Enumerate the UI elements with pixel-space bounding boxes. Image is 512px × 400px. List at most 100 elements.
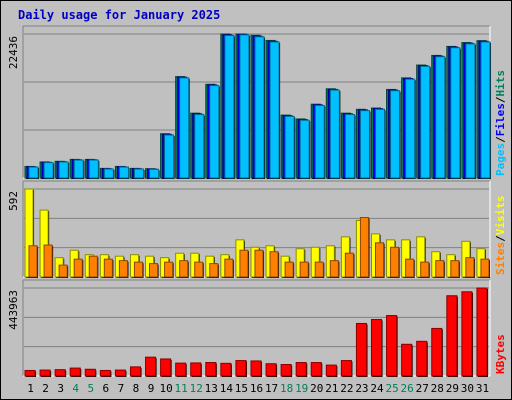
legend-visits-sites: Sites/Visits (494, 196, 507, 276)
x-tick-label: 26 (401, 382, 414, 395)
bar-kbytes-day-29 (446, 295, 458, 377)
bar-kbytes-day-27 (416, 340, 428, 377)
bar-kbytes-day-12 (190, 362, 202, 377)
bar-pages-day-4 (73, 159, 84, 179)
bar-kbytes-day-5 (84, 368, 96, 377)
bar-sites-day-13 (209, 263, 219, 278)
legend-item-pages: Pages (494, 143, 507, 176)
bar-pages-day-7 (118, 166, 129, 179)
bar-pages-day-21 (329, 89, 340, 179)
x-tick-label: 13 (205, 382, 218, 395)
bar-kbytes-day-26 (401, 343, 413, 377)
bar-sites-day-7 (118, 260, 128, 278)
bar-pages-day-18 (284, 115, 295, 179)
bar-pages-day-28 (435, 56, 446, 179)
bar-pages-day-20 (314, 104, 325, 179)
x-tick-label: 19 (295, 382, 308, 395)
bar-sites-day-14 (224, 258, 234, 278)
bar-sites-day-3 (58, 264, 68, 278)
legend-separator: / (494, 136, 507, 143)
bar-pages-day-10 (164, 134, 175, 179)
bar-sites-day-12 (194, 261, 204, 278)
bar-pages-day-22 (344, 113, 355, 179)
bar-kbytes-day-11 (175, 362, 187, 377)
x-tick-label: 15 (235, 382, 248, 395)
x-tick-label: 23 (355, 382, 368, 395)
bar-kbytes-day-18 (280, 364, 292, 377)
bar-kbytes-day-1 (24, 369, 36, 377)
x-tick-label: 8 (133, 382, 140, 395)
bar-kbytes-day-4 (69, 367, 81, 377)
bar-pages-day-13 (209, 85, 220, 179)
bar-sites-day-26 (405, 258, 415, 278)
bar-sites-day-29 (450, 260, 460, 278)
bar-pages-day-29 (450, 47, 461, 179)
bar-sites-day-27 (420, 261, 430, 278)
bar-pages-day-12 (194, 113, 205, 179)
ymax-label-hits-files-pages: 22436 (7, 36, 20, 69)
bar-kbytes-day-28 (431, 327, 443, 377)
bar-kbytes-day-24 (370, 319, 383, 377)
x-tick-label: 20 (310, 382, 323, 395)
legend-hits-files-pages: Pages/Files/Hits (494, 70, 507, 176)
bar-kbytes-day-15 (235, 360, 247, 377)
bar-kbytes-day-19 (295, 362, 307, 377)
x-tick-label: 11 (175, 382, 188, 395)
x-tick-label: 22 (340, 382, 353, 395)
legend-item-sites: Sites (494, 242, 507, 275)
bar-pages-day-24 (374, 108, 386, 179)
bar-sites-day-6 (103, 258, 113, 278)
bar-sites-day-4 (73, 258, 83, 278)
bar-kbytes-day-8 (129, 366, 142, 377)
bar-sites-day-21 (329, 260, 339, 278)
bar-sites-day-23 (359, 217, 369, 278)
bar-sites-day-16 (254, 249, 264, 278)
bar-kbytes-day-9 (145, 356, 157, 377)
bar-kbytes-day-2 (39, 369, 51, 377)
bar-pages-day-16 (254, 36, 265, 179)
bar-kbytes-day-10 (160, 358, 172, 377)
x-tick-label: 21 (325, 382, 338, 395)
bar-kbytes-day-31 (476, 287, 488, 377)
bar-pages-day-15 (239, 34, 250, 179)
bar-pages-day-5 (88, 159, 99, 179)
x-tick-label: 18 (280, 382, 293, 395)
legend-item-visits: Visits (494, 196, 507, 236)
bar-pages-day-17 (269, 41, 280, 179)
legend-separator: / (494, 96, 507, 103)
bar-pages-day-25 (390, 90, 401, 179)
bar-kbytes-day-14 (220, 362, 232, 377)
bar-pages-day-26 (405, 78, 416, 179)
bar-sites-day-10 (164, 261, 174, 278)
x-tick-label: 14 (220, 382, 234, 395)
chart-title: Daily usage for January 2025 (18, 8, 221, 22)
x-tick-label: 29 (446, 382, 459, 395)
bar-sites-day-8 (133, 261, 144, 278)
bar-sites-day-5 (88, 255, 98, 278)
x-tick-label: 16 (250, 382, 263, 395)
x-tick-label: 27 (416, 382, 429, 395)
bar-pages-day-11 (179, 77, 190, 179)
bar-kbytes-day-25 (386, 315, 398, 377)
bar-sites-day-15 (239, 249, 249, 278)
bar-pages-day-19 (299, 119, 310, 179)
bar-sites-day-22 (344, 252, 354, 278)
bar-sites-day-9 (149, 263, 159, 278)
legend-item-kbytes: KBytes (494, 334, 507, 374)
x-tick-label: 12 (190, 382, 203, 395)
bar-kbytes-day-3 (54, 369, 66, 377)
legend-kbytes: KBytes (494, 334, 507, 374)
bar-sites-day-19 (299, 261, 309, 278)
bar-sites-day-25 (390, 246, 400, 278)
bar-pages-day-23 (359, 110, 370, 179)
bar-pages-day-30 (465, 43, 476, 179)
bar-kbytes-day-23 (355, 322, 367, 377)
bar-kbytes-day-7 (114, 369, 126, 377)
x-tick-label: 5 (87, 382, 94, 395)
x-tick-label: 1 (27, 382, 34, 395)
bar-pages-day-6 (103, 168, 114, 179)
bar-kbytes-day-21 (325, 364, 337, 377)
bar-sites-day-30 (465, 257, 475, 278)
bar-kbytes-day-13 (205, 362, 217, 377)
